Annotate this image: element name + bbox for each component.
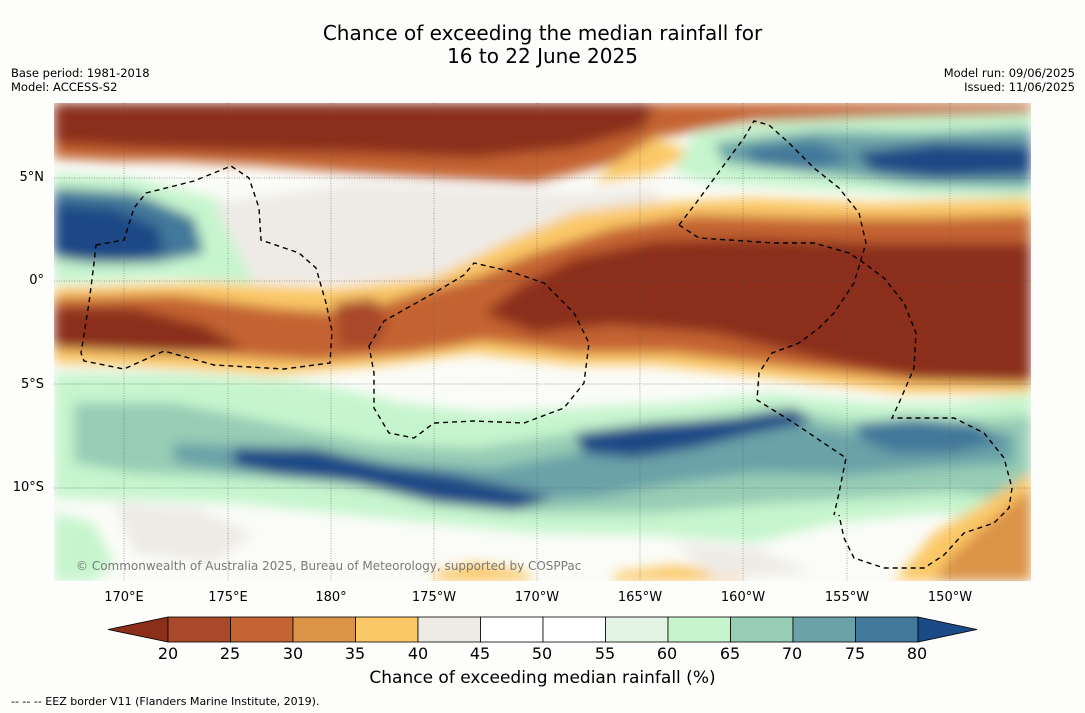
lon-label-170w: 170°W [514,590,560,605]
lat-label-5s: 5°S [20,377,44,392]
title-line-2: 16 to 22 June 2025 [447,44,638,68]
colorbar-tick: 70 [781,644,803,663]
colorbar-swatch [855,616,919,643]
lat-label-5n: 5°N [19,170,45,185]
south-wet-core [234,408,814,511]
eez-border-kiribati-gilbert [80,165,333,370]
eez-border-tokelau [368,262,590,439]
colorbar-arrow-low [107,616,169,643]
issued-text: Issued: 11/06/2025 [964,80,1075,94]
map-title: Chance of exceeding the median rainfall … [0,22,1085,68]
lon-label-155w: 155°W [824,590,870,605]
colorbar-swatch [167,616,231,643]
colorbar-tick: 40 [407,644,429,663]
colorbar-tick: 50 [531,644,553,663]
colorbar-swatch [292,616,356,643]
colorbar-swatch [730,616,794,643]
lon-label-175e: 175°E [208,590,248,605]
colorbar-tick: 25 [219,644,241,663]
colorbar-tick: 55 [594,644,616,663]
colorbar-tick: 30 [282,644,304,663]
colorbar-swatch [355,616,419,643]
colorbar-swatch [417,616,481,643]
rainfall-fields [54,103,1031,581]
south-wet-east [854,418,1004,453]
north-edge-amber [594,138,694,183]
lon-label-175w: 175°W [411,590,457,605]
colorbar-swatch [667,616,731,643]
colorbar-arrow-high [917,616,978,643]
colorbar-tick: 80 [906,644,928,663]
colorbar-tick: 75 [844,644,866,663]
lon-label-170e: 170°E [104,590,144,605]
lat-label-0: 0° [29,273,44,288]
title-line-1: Chance of exceeding the median rainfall … [322,21,763,45]
lon-label-150w: 150°W [927,590,973,605]
eez-border-phoenix-line [678,120,867,516]
south-amber-patches [434,563,744,581]
colorbar-tick: 20 [157,644,179,663]
metadata-left: Base period: 1981-2018 Model: ACCESS-S2 [11,66,150,94]
colorbar-tick: 65 [719,644,741,663]
central-dry-core [54,238,1031,383]
graticule [54,103,1031,581]
colorbar-tick: 60 [656,644,678,663]
eez-borders [80,120,1013,569]
north-very-dry-field [54,103,654,158]
metadata-right: Model run: 09/06/2025 Issued: 11/06/2025 [944,66,1075,94]
colorbar-tick: 35 [344,644,366,663]
model-text: Model: ACCESS-S2 [11,80,118,94]
colorbar-swatch [480,616,544,643]
lon-label-180: 180° [315,590,347,605]
colorbar-swatch [605,616,669,643]
ne-wet-secondary [744,141,854,171]
rainfall-map: © Commonwealth of Australia 2025, Bureau… [54,103,1031,581]
base-period-text: Base period: 1981-2018 [11,66,150,80]
colorbar-swatch [542,616,606,643]
lat-label-10s: 10°S [12,480,44,495]
copyright-text: © Commonwealth of Australia 2025, Bureau… [76,559,581,573]
colorbar-swatch [792,616,856,643]
colorbar-title: Chance of exceeding median rainfall (%) [369,668,716,688]
central-neutral-field [214,183,694,283]
model-run-text: Model run: 09/06/2025 [943,66,1075,80]
ne-wet-core [854,143,1031,178]
southwest-wet-edge [54,513,114,581]
lon-label-165w: 165°W [617,590,663,605]
west-wet-core [54,203,164,263]
eez-border-line-south [678,224,1013,569]
colorbar-tick: 45 [469,644,491,663]
colorbar-swatch [230,616,294,643]
southeast-dry-edge [894,473,1031,581]
eez-legend-text: -- -- -- EEZ border V11 (Flanders Marine… [11,695,320,708]
lon-label-160w: 160°W [720,590,766,605]
colorbar [107,616,978,643]
south-neutral-patches [114,503,814,578]
